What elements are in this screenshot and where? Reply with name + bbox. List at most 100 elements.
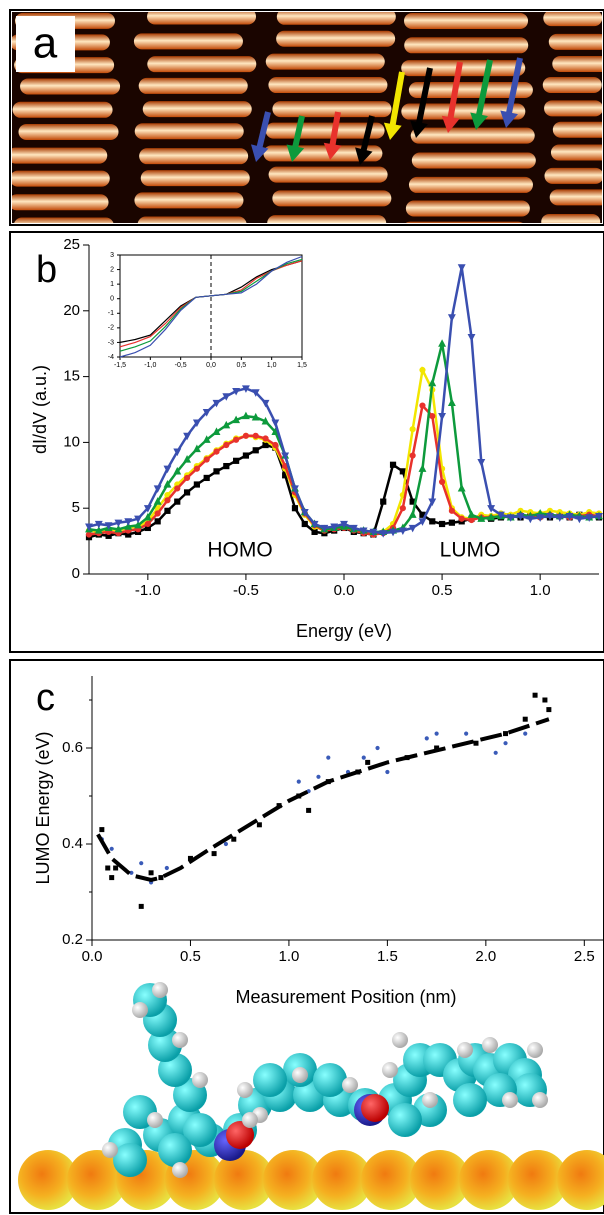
- panel-label: b: [36, 249, 57, 291]
- panel-label: c: [36, 677, 55, 719]
- marker: [223, 841, 229, 847]
- arrow-head: [286, 144, 305, 162]
- marker: [419, 366, 426, 374]
- stripe: [405, 221, 523, 223]
- stripe: [401, 60, 526, 77]
- marker: [223, 462, 230, 470]
- hydrogen-atom: [457, 1042, 473, 1058]
- marker: [99, 827, 105, 833]
- marker: [330, 523, 339, 532]
- annotation: LUMO: [440, 539, 501, 562]
- marker: [144, 520, 151, 528]
- marker: [153, 497, 162, 505]
- stripe: [267, 215, 387, 223]
- gold-atom: [361, 1150, 421, 1210]
- marker: [546, 512, 554, 521]
- marker: [252, 447, 259, 454]
- stripe: [12, 194, 109, 211]
- marker: [183, 432, 192, 441]
- marker: [300, 509, 309, 517]
- annotation: HOMO: [207, 539, 272, 562]
- y-tick-label: 5: [72, 499, 80, 516]
- marker: [503, 731, 509, 737]
- stripe: [268, 77, 388, 94]
- arrow-head: [441, 115, 460, 133]
- marker: [565, 512, 574, 521]
- stripe: [544, 167, 602, 184]
- marker: [448, 507, 455, 514]
- marker: [429, 518, 436, 525]
- stripe: [552, 121, 602, 138]
- marker: [467, 334, 476, 342]
- stripe: [137, 216, 247, 223]
- marker: [306, 807, 312, 813]
- marker: [124, 518, 133, 526]
- marker: [419, 402, 426, 409]
- marker: [256, 822, 262, 828]
- y-tick-label: 1: [110, 281, 114, 288]
- marker: [272, 441, 279, 449]
- marker: [546, 707, 552, 713]
- marker: [428, 498, 437, 507]
- gold-atom: [67, 1150, 127, 1210]
- series-group: [119, 255, 303, 358]
- marker: [506, 514, 515, 522]
- marker: [114, 519, 123, 528]
- stripe: [548, 33, 602, 50]
- marker: [183, 489, 191, 496]
- marker: [438, 478, 446, 485]
- hydrogen-atom: [192, 1072, 208, 1088]
- marker: [163, 465, 172, 474]
- hydrogen-atom: [527, 1042, 543, 1058]
- stripe: [134, 123, 244, 140]
- x-tick-label: 1,5: [297, 362, 307, 369]
- marker: [109, 875, 115, 881]
- label-box: [16, 16, 75, 72]
- hydrogen-atom: [292, 1067, 308, 1083]
- marker: [148, 870, 154, 876]
- stripe: [134, 192, 244, 209]
- gold-atom: [312, 1150, 372, 1210]
- marker: [232, 387, 241, 396]
- marker: [154, 510, 161, 517]
- hydrogen-atom: [382, 1062, 398, 1078]
- oxygen-atom: [361, 1094, 389, 1122]
- stripe: [12, 170, 110, 187]
- marker: [523, 731, 528, 736]
- stripe: [405, 200, 530, 217]
- stripe: [12, 147, 108, 164]
- marker: [399, 505, 406, 512]
- marker: [369, 528, 378, 537]
- marker: [213, 448, 220, 455]
- arrow-shaft: [329, 111, 341, 149]
- arrow-head: [500, 110, 518, 128]
- arrow-head: [470, 112, 488, 130]
- hydrogen-atom: [422, 1092, 438, 1108]
- x-tick-label: 1.0: [530, 582, 551, 599]
- marker: [173, 466, 182, 475]
- series-line: [119, 255, 303, 358]
- marker: [281, 452, 290, 461]
- marker: [468, 516, 475, 524]
- marker: [134, 520, 142, 529]
- marker: [232, 415, 241, 424]
- marker: [428, 378, 437, 387]
- stripe: [147, 12, 257, 25]
- marker: [408, 524, 417, 533]
- x-tick-label: -1,5: [114, 362, 126, 369]
- stripe: [411, 152, 536, 169]
- stripe: [410, 127, 535, 144]
- stripe: [549, 189, 602, 206]
- marker: [222, 393, 231, 401]
- arrow-shaft: [447, 61, 463, 122]
- marker: [291, 485, 299, 493]
- marker: [326, 755, 331, 760]
- stripe: [541, 213, 601, 223]
- marker: [320, 524, 329, 533]
- hydrogen-atom: [242, 1112, 258, 1128]
- marker: [487, 505, 496, 513]
- marker: [477, 459, 486, 467]
- stripe: [142, 101, 252, 118]
- x-tick-label: 0.0: [82, 948, 103, 965]
